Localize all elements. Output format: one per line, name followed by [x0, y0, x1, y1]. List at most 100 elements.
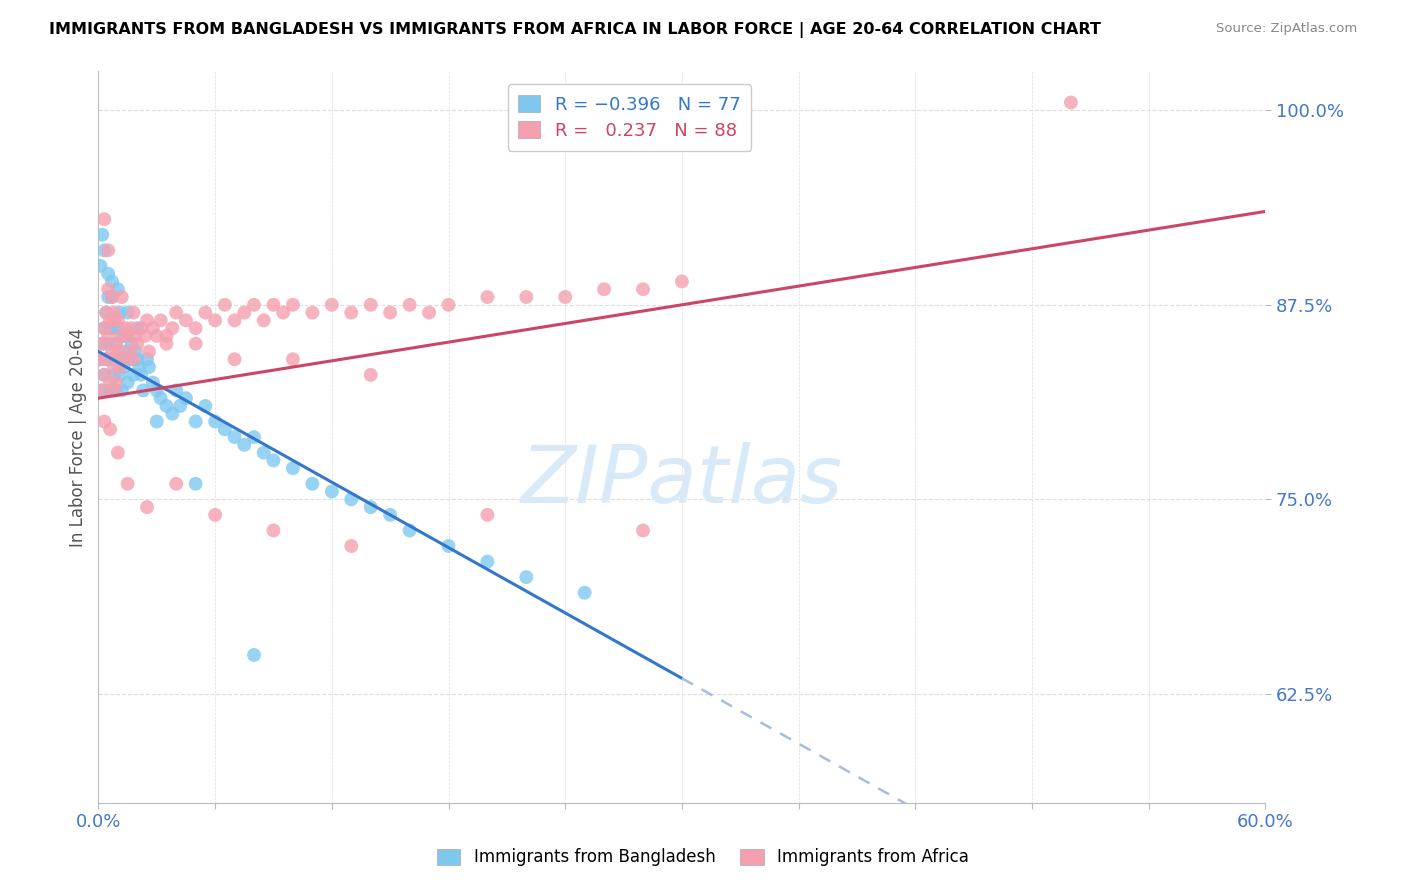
Point: [224, 352, 246, 367]
Point: [262, 298, 284, 312]
Point: [98, 422, 121, 436]
Point: [124, 329, 146, 343]
Point: [93, 321, 115, 335]
Point: [136, 500, 159, 515]
Point: [93, 244, 115, 258]
Point: [134, 329, 156, 343]
Point: [89, 352, 111, 367]
Point: [96, 352, 118, 367]
Point: [380, 305, 402, 319]
Point: [103, 359, 125, 374]
Point: [111, 384, 134, 398]
Point: [155, 399, 177, 413]
Point: [233, 305, 256, 319]
Point: [124, 344, 146, 359]
Point: [93, 415, 115, 429]
Point: [91, 384, 114, 398]
Point: [398, 298, 420, 312]
Point: [91, 227, 114, 242]
Point: [103, 313, 125, 327]
Legend: Immigrants from Bangladesh, Immigrants from Africa: Immigrants from Bangladesh, Immigrants f…: [430, 842, 976, 873]
Point: [104, 376, 127, 390]
Point: [243, 648, 266, 662]
Point: [204, 415, 226, 429]
Point: [142, 376, 165, 390]
Point: [243, 298, 266, 312]
Point: [97, 290, 120, 304]
Point: [340, 492, 363, 507]
Point: [253, 313, 276, 327]
Point: [214, 298, 236, 312]
Point: [418, 305, 440, 319]
Point: [142, 321, 165, 335]
Point: [112, 359, 135, 374]
Point: [136, 313, 159, 327]
Point: [281, 298, 304, 312]
Point: [108, 368, 131, 382]
Point: [107, 313, 129, 327]
Point: [93, 368, 115, 382]
Point: [97, 267, 120, 281]
Point: [184, 321, 207, 335]
Point: [437, 539, 460, 553]
Point: [129, 368, 152, 382]
Point: [97, 329, 120, 343]
Point: [117, 329, 139, 343]
Point: [117, 376, 139, 390]
Point: [360, 500, 382, 515]
Point: [104, 384, 127, 398]
Point: [174, 391, 197, 405]
Point: [93, 321, 115, 335]
Point: [111, 352, 134, 367]
Point: [127, 336, 149, 351]
Point: [96, 305, 118, 319]
Point: [138, 344, 160, 359]
Point: [114, 344, 136, 359]
Point: [101, 290, 124, 304]
Point: [574, 585, 596, 599]
Point: [108, 359, 131, 374]
Point: [155, 336, 177, 351]
Point: [96, 352, 118, 367]
Point: [194, 399, 217, 413]
Point: [97, 244, 120, 258]
Point: [515, 570, 537, 584]
Point: [103, 368, 125, 382]
Point: [149, 313, 172, 327]
Point: [122, 305, 145, 319]
Point: [96, 305, 118, 319]
Point: [103, 305, 125, 319]
Point: [114, 321, 136, 335]
Point: [146, 384, 169, 398]
Point: [477, 555, 499, 569]
Point: [204, 313, 226, 327]
Point: [107, 282, 129, 296]
Point: [108, 305, 131, 319]
Point: [112, 352, 135, 367]
Point: [184, 336, 207, 351]
Point: [281, 461, 304, 475]
Point: [631, 524, 654, 538]
Point: [146, 329, 169, 343]
Point: [91, 384, 114, 398]
Point: [117, 329, 139, 343]
Point: [138, 359, 160, 374]
Point: [107, 445, 129, 459]
Point: [117, 476, 139, 491]
Point: [112, 329, 135, 343]
Point: [281, 352, 304, 367]
Point: [101, 275, 124, 289]
Point: [121, 336, 143, 351]
Point: [165, 305, 187, 319]
Point: [162, 321, 184, 335]
Point: [165, 384, 187, 398]
Point: [194, 305, 217, 319]
Point: [243, 430, 266, 444]
Point: [437, 298, 460, 312]
Point: [89, 352, 111, 367]
Point: [118, 344, 141, 359]
Text: IMMIGRANTS FROM BANGLADESH VS IMMIGRANTS FROM AFRICA IN LABOR FORCE | AGE 20-64 : IMMIGRANTS FROM BANGLADESH VS IMMIGRANTS…: [49, 22, 1101, 38]
Point: [128, 359, 150, 374]
Point: [107, 352, 129, 367]
Point: [91, 336, 114, 351]
